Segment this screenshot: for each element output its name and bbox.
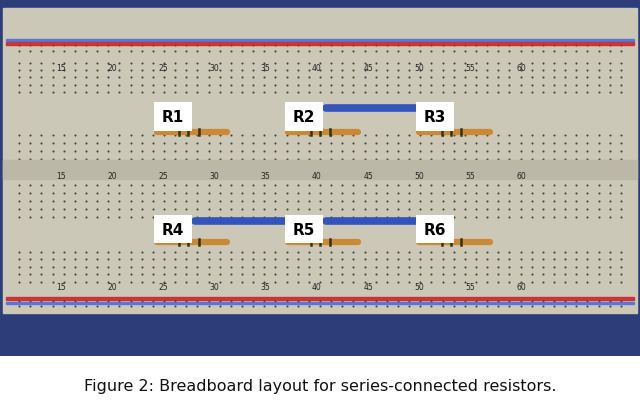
Text: 55: 55 <box>465 282 476 291</box>
Text: R6: R6 <box>424 222 447 237</box>
Text: 20: 20 <box>107 64 117 73</box>
Text: 30: 30 <box>209 172 220 181</box>
Text: 40: 40 <box>312 172 322 181</box>
Text: 35: 35 <box>260 64 271 73</box>
Text: 35: 35 <box>260 282 271 291</box>
Text: 60: 60 <box>516 64 527 73</box>
Bar <box>6 43 634 46</box>
Text: 40: 40 <box>312 282 322 291</box>
Text: 30: 30 <box>209 282 220 291</box>
Bar <box>285 103 323 132</box>
Bar <box>154 215 192 244</box>
Text: 25: 25 <box>158 64 168 73</box>
Text: 55: 55 <box>465 172 476 181</box>
Text: 45: 45 <box>363 172 373 181</box>
Text: 60: 60 <box>516 172 527 181</box>
Text: R4: R4 <box>162 222 184 237</box>
Text: 45: 45 <box>363 64 373 73</box>
Text: 25: 25 <box>158 282 168 291</box>
Text: R2: R2 <box>292 110 316 125</box>
Text: R5: R5 <box>293 222 315 237</box>
Text: 50: 50 <box>414 64 424 73</box>
Text: 20: 20 <box>107 172 117 181</box>
Bar <box>6 297 634 301</box>
Text: R3: R3 <box>424 110 446 125</box>
Text: 50: 50 <box>414 282 424 291</box>
Text: 55: 55 <box>465 64 476 73</box>
Text: 40: 40 <box>312 64 322 73</box>
Text: Figure 2: Breadboard layout for series-connected resistors.: Figure 2: Breadboard layout for series-c… <box>84 378 556 393</box>
Text: 25: 25 <box>158 172 168 181</box>
Text: 30: 30 <box>209 64 220 73</box>
Bar <box>6 40 634 43</box>
Text: 15: 15 <box>56 172 66 181</box>
Text: 60: 60 <box>516 282 527 291</box>
Text: 15: 15 <box>56 64 66 73</box>
Bar <box>416 215 454 244</box>
Text: 15: 15 <box>56 282 66 291</box>
Bar <box>154 103 192 132</box>
Bar <box>3 160 637 180</box>
Text: 20: 20 <box>107 282 117 291</box>
Text: 45: 45 <box>363 282 373 291</box>
Bar <box>285 215 323 244</box>
Bar <box>3 9 637 313</box>
Bar <box>6 302 634 304</box>
Bar <box>416 103 454 132</box>
Text: R1: R1 <box>162 110 184 125</box>
Text: 50: 50 <box>414 172 424 181</box>
Text: 35: 35 <box>260 172 271 181</box>
